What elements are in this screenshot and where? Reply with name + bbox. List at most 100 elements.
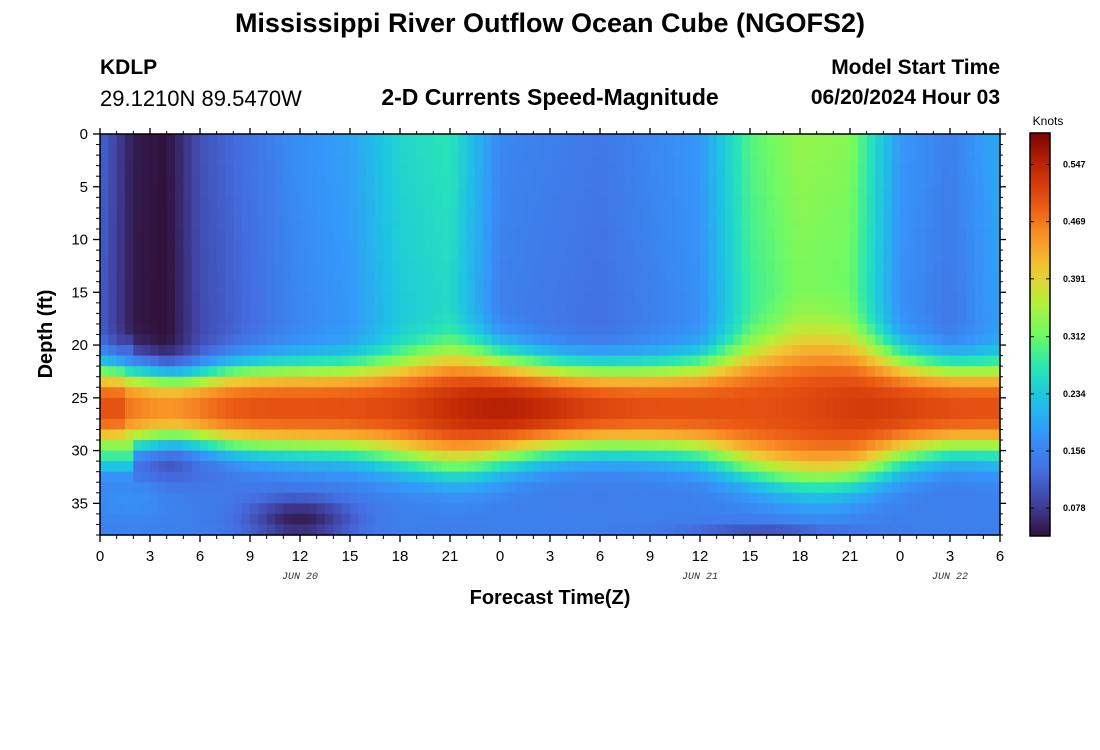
heatmap-cell (633, 239, 643, 251)
heatmap-cell (950, 155, 959, 167)
heatmap-cell (950, 503, 959, 515)
heatmap-cell (991, 155, 1001, 167)
heatmap-cell (591, 228, 601, 241)
heatmap-cell (325, 250, 334, 262)
heatmap-cell (200, 397, 209, 409)
heatmap-cell (591, 323, 601, 336)
heatmap-cell (858, 397, 868, 409)
heatmap-cell (583, 292, 593, 304)
heatmap-cell (241, 176, 251, 188)
heatmap-cell (700, 302, 709, 314)
heatmap-cell (241, 155, 251, 167)
heatmap-cell (975, 355, 984, 367)
heatmap-cell (341, 513, 351, 526)
heatmap-cell (716, 397, 726, 409)
heatmap-cell (850, 334, 859, 346)
heatmap-cell (558, 239, 568, 251)
heatmap-cell (991, 461, 1001, 473)
heatmap-cell (533, 186, 543, 198)
heatmap-cell (125, 292, 134, 304)
heatmap-cell (433, 366, 443, 378)
heatmap-cell (800, 271, 809, 283)
heatmap-cell (166, 355, 176, 367)
heatmap-cell (725, 271, 734, 283)
heatmap-cell (800, 260, 809, 272)
heatmap-cell (250, 471, 259, 483)
heatmap-cell (458, 461, 468, 473)
heatmap-cell (375, 345, 384, 357)
heatmap-cell (916, 313, 926, 325)
heatmap-cell (608, 450, 618, 462)
heatmap-cell (175, 144, 184, 156)
heatmap-cell (800, 207, 809, 220)
heatmap-cell (166, 482, 176, 494)
heatmap-cell (108, 503, 118, 515)
heatmap-cell (383, 250, 393, 262)
heatmap-cell (916, 250, 926, 262)
heatmap-cell (808, 260, 818, 272)
heatmap-cell (966, 482, 976, 494)
heatmap-cell (700, 461, 709, 473)
heatmap-cell (833, 176, 843, 188)
heatmap-cell (441, 186, 451, 198)
heatmap-cell (625, 239, 634, 251)
heatmap-cell (941, 450, 951, 462)
heatmap-cell (433, 387, 443, 399)
heatmap-cell (658, 281, 668, 293)
heatmap-cell (208, 250, 218, 262)
heatmap-cell (866, 408, 876, 420)
heatmap-cell (966, 524, 976, 536)
heatmap-cell (650, 482, 659, 494)
heatmap-cell (275, 355, 284, 367)
heatmap-cell (133, 250, 143, 262)
heatmap-cell (375, 503, 384, 515)
heatmap-cell (400, 207, 409, 220)
heatmap-cell (158, 250, 168, 262)
heatmap-cell (133, 503, 143, 515)
heatmap-cell (400, 376, 409, 388)
heatmap-cell (166, 228, 176, 241)
heatmap-cell (691, 281, 701, 293)
heatmap-cell (283, 134, 293, 146)
heatmap-cell (800, 228, 809, 241)
heatmap-cell (283, 397, 293, 409)
heatmap-cell (383, 271, 393, 283)
heatmap-cell (225, 176, 234, 188)
heatmap-cell (291, 155, 301, 167)
heatmap-cell (683, 408, 693, 420)
heatmap-cell (758, 165, 768, 177)
heatmap-cell (416, 218, 426, 230)
heatmap-cell (433, 186, 443, 198)
heatmap-cell (191, 155, 201, 167)
heatmap-cell (208, 482, 218, 494)
heatmap-cell (600, 197, 609, 209)
heatmap-cell (658, 492, 668, 504)
heatmap-cell (341, 387, 351, 399)
heatmap-cell (416, 260, 426, 272)
heatmap-cell (266, 408, 276, 420)
heatmap-cell (958, 228, 968, 241)
heatmap-cell (233, 302, 243, 314)
heatmap-cell (883, 418, 893, 431)
heatmap-cell (666, 218, 676, 230)
heatmap-cell (883, 366, 893, 378)
heatmap-cell (541, 461, 551, 473)
heatmap-cell (525, 334, 534, 346)
heatmap-cell (550, 387, 559, 399)
heatmap-cell (333, 471, 343, 483)
heatmap-cell (625, 186, 634, 198)
heatmap-cell (416, 144, 426, 156)
heatmap-cell (491, 355, 501, 367)
heatmap-cell (183, 176, 193, 188)
heatmap-cell (350, 440, 359, 452)
heatmap-cell (816, 334, 826, 346)
heatmap-cell (533, 197, 543, 209)
heatmap-cell (508, 471, 518, 483)
heatmap-cell (583, 429, 593, 441)
heatmap-cell (266, 197, 276, 209)
heatmap-cell (758, 207, 768, 220)
heatmap-cell (516, 218, 526, 230)
heatmap-cell (525, 186, 534, 198)
heatmap-cell (858, 281, 868, 293)
heatmap-cell (208, 144, 218, 156)
